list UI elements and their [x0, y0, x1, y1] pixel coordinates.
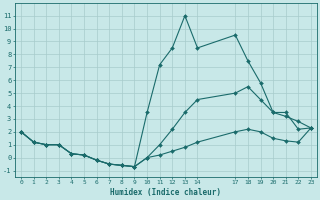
- X-axis label: Humidex (Indice chaleur): Humidex (Indice chaleur): [110, 188, 221, 197]
